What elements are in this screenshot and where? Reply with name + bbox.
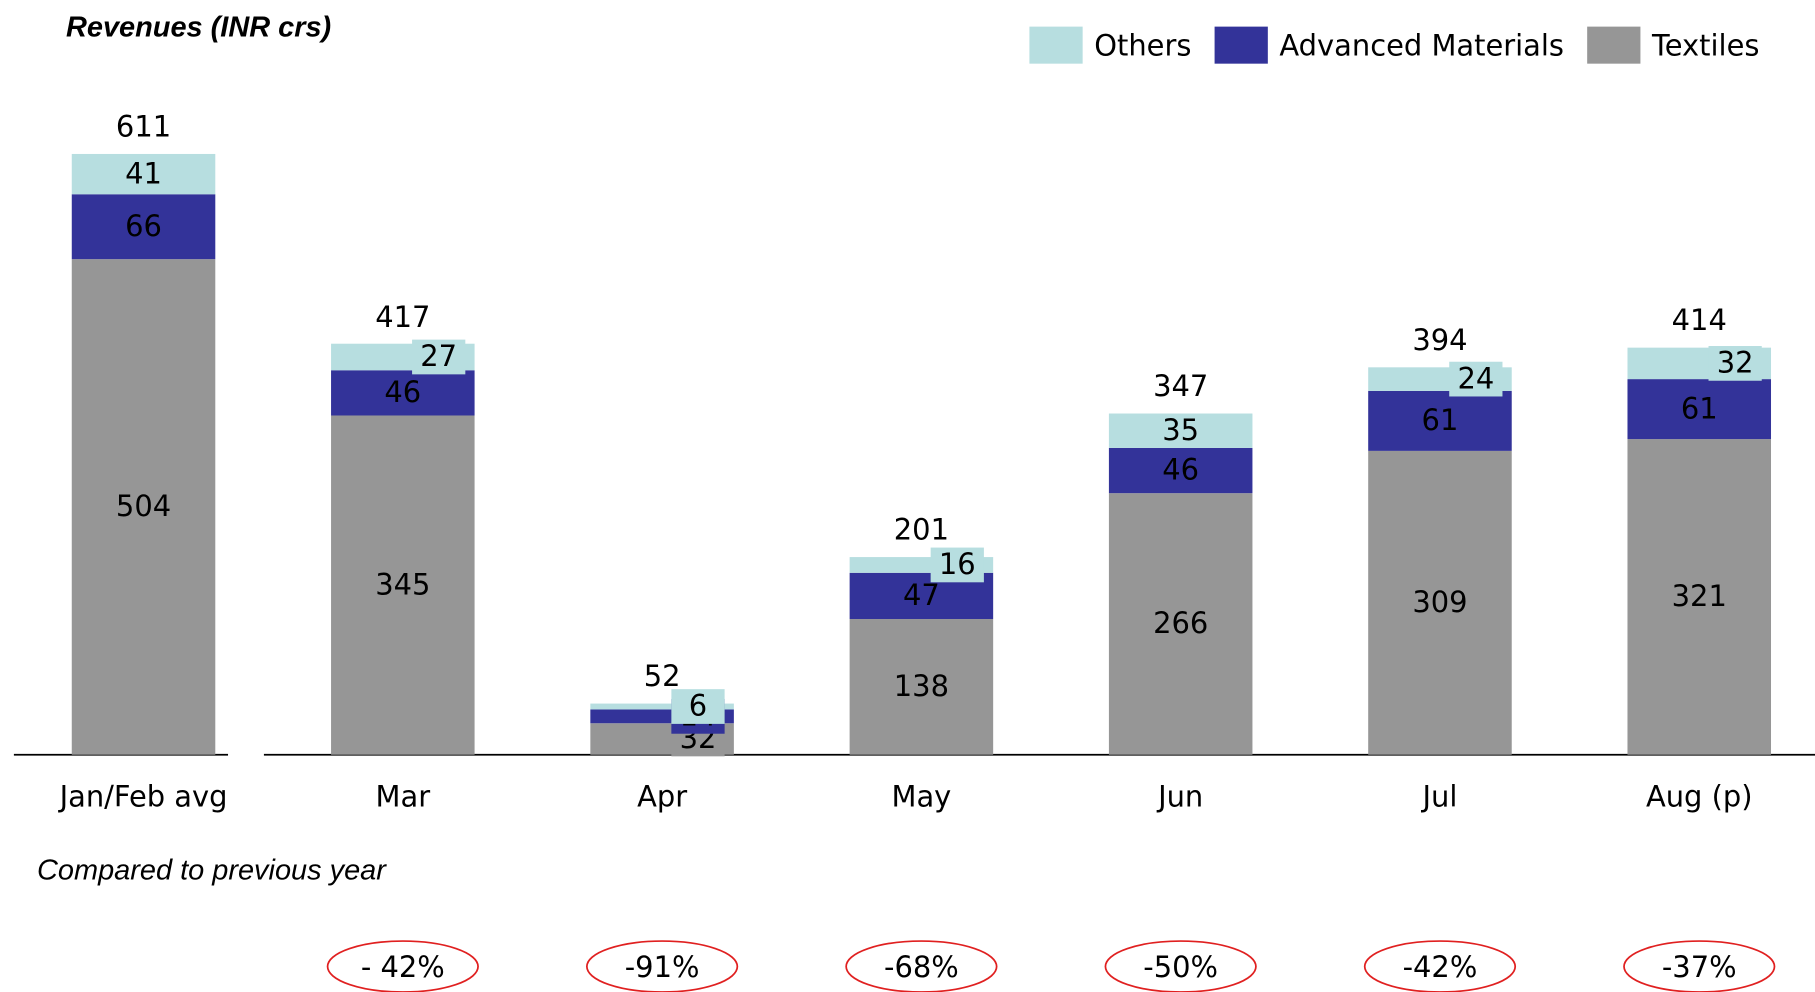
bar-segment bbox=[1368, 390, 1512, 451]
legend-swatch bbox=[1029, 26, 1083, 64]
comparison-value: -68% bbox=[884, 950, 959, 984]
x-tick-label: May bbox=[891, 780, 951, 814]
data-label: 345 bbox=[375, 567, 430, 601]
bar-segment bbox=[331, 370, 475, 416]
bar-segment bbox=[849, 619, 994, 755]
legend-swatch bbox=[1587, 26, 1641, 64]
legend-swatch bbox=[1214, 26, 1268, 64]
data-label: 27 bbox=[420, 339, 457, 373]
total-label: 52 bbox=[644, 659, 681, 693]
data-label: 41 bbox=[125, 156, 162, 190]
data-label: 6 bbox=[689, 689, 707, 723]
data-label: 24 bbox=[1457, 361, 1494, 395]
legend-label: Advanced Materials bbox=[1279, 28, 1564, 62]
x-tick-label: Apr bbox=[637, 780, 687, 814]
data-label: 32 bbox=[1717, 346, 1754, 380]
data-label: 46 bbox=[1162, 453, 1199, 487]
total-label: 201 bbox=[894, 513, 949, 547]
legend-label: Textiles bbox=[1651, 28, 1759, 62]
x-tick-label: Jan/Feb avg bbox=[58, 780, 228, 814]
bar-segment bbox=[1368, 450, 1512, 755]
data-label: 47 bbox=[903, 578, 940, 612]
total-label: 414 bbox=[1672, 303, 1727, 337]
total-label: 394 bbox=[1412, 323, 1467, 357]
label-box bbox=[1449, 361, 1503, 397]
label-box bbox=[1708, 346, 1762, 381]
data-label: 61 bbox=[1681, 391, 1718, 425]
data-label: 321 bbox=[1672, 579, 1727, 613]
bar-segment bbox=[1108, 413, 1253, 448]
total-label: 611 bbox=[116, 109, 171, 143]
data-label: 46 bbox=[384, 375, 421, 409]
x-tick-label: Aug (p) bbox=[1646, 780, 1753, 814]
x-tick-label: Jul bbox=[1421, 780, 1458, 814]
bar-segment bbox=[1108, 447, 1253, 494]
data-label: 61 bbox=[1422, 403, 1459, 437]
data-label: 309 bbox=[1412, 585, 1467, 619]
total-label: 347 bbox=[1153, 369, 1208, 403]
comparison-value: -50% bbox=[1143, 950, 1218, 984]
bar-segment bbox=[590, 703, 734, 710]
data-label: 504 bbox=[116, 489, 171, 523]
comparison-value: -42% bbox=[1403, 950, 1478, 984]
data-label: 266 bbox=[1153, 606, 1208, 640]
bar-segment bbox=[71, 259, 216, 755]
bar-segment bbox=[1627, 379, 1772, 440]
bar-segment bbox=[1627, 439, 1772, 755]
total-label: 417 bbox=[375, 300, 430, 334]
data-label: 35 bbox=[1162, 413, 1199, 447]
chart-title: Revenues (INR crs) bbox=[66, 12, 331, 44]
label-box bbox=[671, 689, 725, 724]
x-tick-label: Jun bbox=[1156, 780, 1203, 814]
comparison-label: Compared to previous year bbox=[37, 854, 387, 886]
x-tick-label: Mar bbox=[376, 780, 431, 814]
label-box bbox=[930, 547, 984, 583]
bar-segment bbox=[71, 153, 216, 195]
comparison-value: -37% bbox=[1662, 950, 1737, 984]
bar-segment bbox=[331, 415, 475, 755]
comparison-value: - 42% bbox=[361, 950, 445, 984]
label-box bbox=[412, 339, 466, 375]
data-label: 16 bbox=[939, 547, 976, 581]
bar-segment bbox=[71, 194, 216, 260]
legend-label: Others bbox=[1094, 28, 1191, 62]
comparison-value: -91% bbox=[625, 950, 700, 984]
data-label: 66 bbox=[125, 209, 162, 243]
data-label: 138 bbox=[894, 669, 949, 703]
bar-segment bbox=[1108, 493, 1253, 755]
